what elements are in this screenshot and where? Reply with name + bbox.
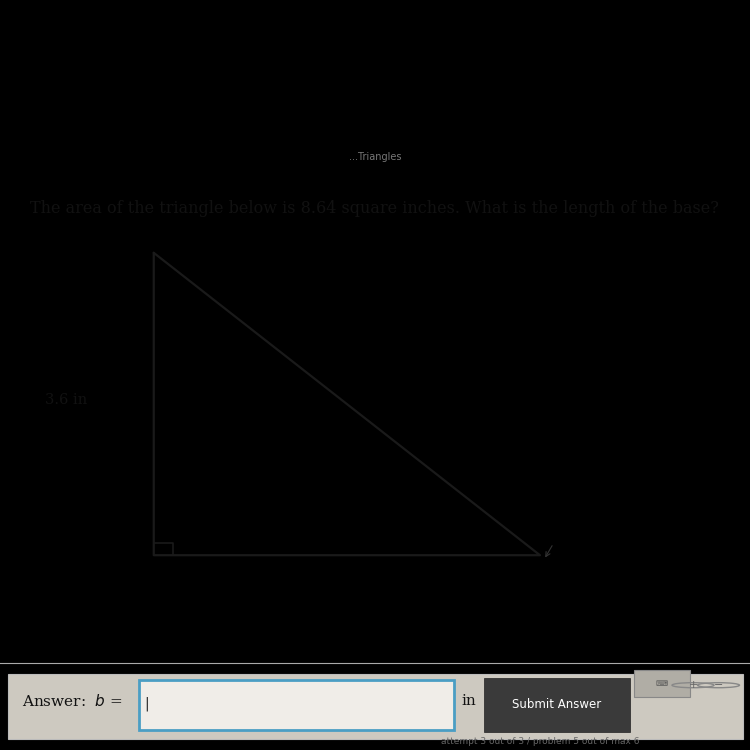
Text: 3.6 in: 3.6 in xyxy=(45,394,87,407)
Text: ⌨: ⌨ xyxy=(656,679,668,688)
FancyBboxPatch shape xyxy=(484,678,630,732)
FancyBboxPatch shape xyxy=(8,674,742,740)
Text: −: − xyxy=(714,680,723,690)
Text: ...Triangles: ...Triangles xyxy=(349,152,401,162)
Text: in: in xyxy=(461,694,476,709)
Text: Submit Answer: Submit Answer xyxy=(512,698,602,710)
FancyBboxPatch shape xyxy=(139,680,454,730)
Text: |: | xyxy=(144,697,148,711)
Text: +: + xyxy=(688,680,698,690)
Text: Answer:  $b$ =: Answer: $b$ = xyxy=(22,694,123,709)
FancyBboxPatch shape xyxy=(634,670,690,697)
Text: attempt 3 out of 3 / problem 5 out of max 6: attempt 3 out of 3 / problem 5 out of ma… xyxy=(441,737,639,746)
Text: The area of the triangle below is 8.64 square inches. What is the length of the : The area of the triangle below is 8.64 s… xyxy=(30,200,718,217)
